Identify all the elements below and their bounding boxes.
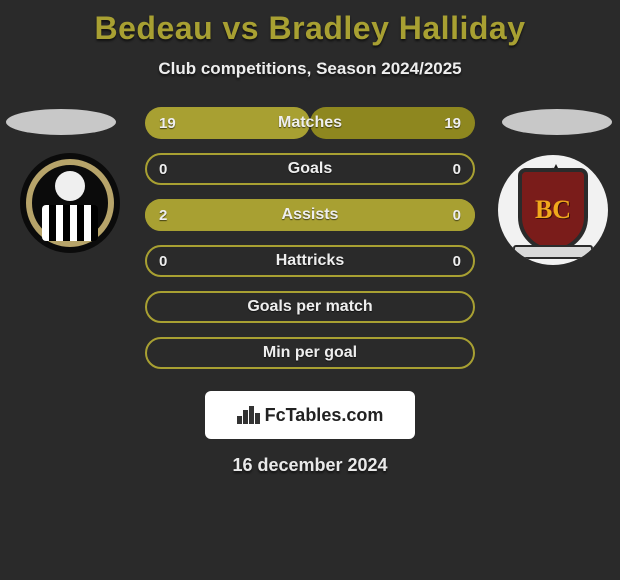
stat-label: Assists (282, 206, 339, 224)
stat-rows: 19 19 Matches 0 0 Goals 2 0 Assists 0 0 Hattricks Go… (145, 107, 475, 369)
stat-label: Min per goal (263, 344, 357, 362)
player-right-club-badge: BC (498, 155, 608, 265)
player-right: BC (480, 107, 620, 265)
stat-left-value: 2 (159, 199, 167, 231)
player-right-name-pill (502, 109, 612, 135)
subtitle: Club competitions, Season 2024/2025 (0, 59, 620, 79)
stat-right-value: 0 (453, 199, 461, 231)
stat-label: Goals per match (247, 298, 372, 316)
stat-left-value: 0 (159, 245, 167, 277)
player-left (0, 107, 140, 253)
stat-label: Hattricks (276, 252, 344, 270)
stat-left-value: 0 (159, 153, 167, 185)
date-stamp: 16 december 2024 (0, 455, 620, 476)
stat-left-value: 19 (159, 107, 176, 139)
stat-row-assists: 2 0 Assists (145, 199, 475, 231)
watermark-fctables: FcTables.com (205, 391, 415, 439)
stat-row-min-per-goal: Min per goal (145, 337, 475, 369)
stat-right-value: 0 (453, 153, 461, 185)
player-left-club-badge (20, 153, 120, 253)
stat-row-matches: 19 19 Matches (145, 107, 475, 139)
stat-label: Matches (278, 114, 342, 132)
stat-right-value: 0 (453, 245, 461, 277)
page-title: Bedeau vs Bradley Halliday (0, 0, 620, 47)
watermark-label: FcTables.com (265, 405, 384, 426)
comparison-area: BC 19 19 Matches 0 0 Goals 2 0 Assists 0 0 Hattrick… (0, 107, 620, 369)
stat-row-hattricks: 0 0 Hattricks (145, 245, 475, 277)
stat-row-goals: 0 0 Goals (145, 153, 475, 185)
stat-row-goals-per-match: Goals per match (145, 291, 475, 323)
stat-label: Goals (288, 160, 332, 178)
bar-chart-icon (237, 406, 259, 424)
stat-right-value: 19 (444, 107, 461, 139)
player-left-name-pill (6, 109, 116, 135)
